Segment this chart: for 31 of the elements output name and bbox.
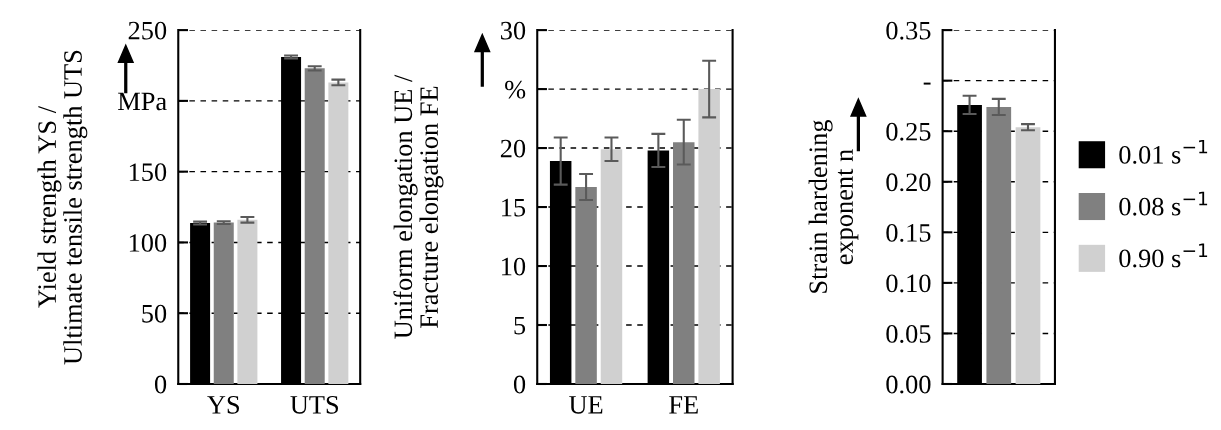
legend-label: 0.08 s$^{−1}$ <box>1119 191 1208 216</box>
x-tick-label: YS <box>207 395 239 414</box>
y-tick-label: MPa <box>118 92 167 111</box>
y-tick-label: 30 <box>501 21 526 40</box>
x-tick-label: FE <box>669 396 698 414</box>
y-tick-label: - <box>923 82 931 85</box>
y-tick-label: 0.05 <box>886 325 931 343</box>
y-tick-label: 0.25 <box>886 122 931 141</box>
y-tick-label: 50 <box>142 304 167 323</box>
y-axis-title: Yield strength YS / Ultimate tensile strength UTS <box>37 50 88 365</box>
y-tick-label: 0.35 <box>886 21 931 40</box>
y-tick-label: 250 <box>128 21 167 40</box>
y-tick-label: 0.15 <box>886 223 931 242</box>
y-tick-label: 5 <box>514 316 526 335</box>
y-tick-label: 150 <box>129 163 167 182</box>
legend-label: 0.90 s$^{−1}$ <box>1119 243 1208 268</box>
x-tick-label: UTS <box>290 395 339 414</box>
y-tick-label: 15 <box>502 198 526 217</box>
x-tick-label: UE <box>569 396 603 414</box>
y-tick-label: 10 <box>502 257 526 276</box>
legend-label: 0.01 s$^{−1}$ <box>1119 139 1208 164</box>
y-tick-label: 0 <box>513 375 526 394</box>
y-tick-label: 100 <box>129 234 167 252</box>
y-tick-label: 20 <box>500 139 526 158</box>
y-tick-label: % <box>505 80 526 99</box>
y-tick-label: 0.10 <box>886 274 931 293</box>
y-tick-label: 0 <box>154 375 167 394</box>
y-axis-title: Uniform elongation UE / Fracture elongation FE <box>393 74 444 339</box>
y-axis-title: Strain hardening exponent n <box>808 119 859 293</box>
y-tick-label: 0.20 <box>886 173 931 192</box>
y-tick-label: 0.00 <box>886 375 931 394</box>
